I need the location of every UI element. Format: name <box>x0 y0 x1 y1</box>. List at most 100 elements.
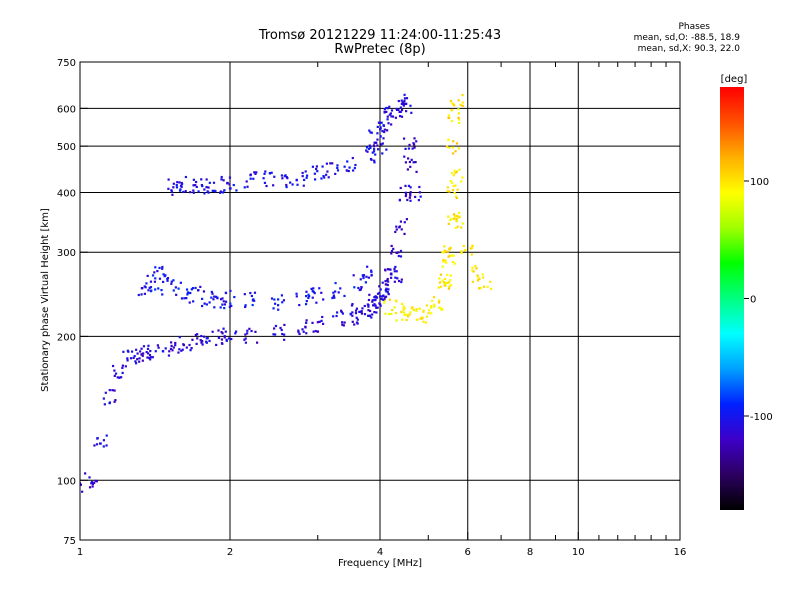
data-point <box>351 314 354 317</box>
data-point <box>386 291 390 294</box>
data-point <box>148 356 151 360</box>
y-axis-label: Stationary phase Virtual Height [km] <box>40 208 51 392</box>
data-point <box>205 337 208 340</box>
data-point <box>337 291 340 294</box>
data-point <box>450 284 453 287</box>
data-point <box>321 315 324 319</box>
x-axis-label: Frequency [MHz] <box>338 558 422 569</box>
data-point <box>140 347 143 350</box>
data-point <box>402 137 406 140</box>
y-tick-label: 600 <box>57 104 76 115</box>
data-point <box>255 171 258 174</box>
data-point <box>376 306 379 309</box>
data-point <box>320 319 323 322</box>
data-point <box>192 300 195 303</box>
data-point <box>365 146 369 149</box>
data-point <box>405 97 409 100</box>
data-point <box>393 267 396 270</box>
data-point <box>452 213 456 216</box>
data-point <box>386 129 389 132</box>
data-point <box>363 313 367 316</box>
data-point <box>379 295 382 298</box>
data-point <box>207 191 210 194</box>
data-point <box>304 325 307 328</box>
data-point <box>184 175 188 179</box>
data-point <box>390 123 393 126</box>
data-point <box>315 167 318 171</box>
data-point <box>413 137 416 140</box>
data-point <box>277 304 280 307</box>
data-point <box>355 316 358 319</box>
data-point <box>246 185 249 188</box>
data-point <box>375 296 379 299</box>
data-point <box>356 322 359 325</box>
data-point <box>409 186 412 189</box>
data-point <box>356 318 359 321</box>
data-point <box>383 297 386 300</box>
data-point <box>412 142 415 145</box>
data-point <box>316 330 319 333</box>
data-point <box>383 110 386 113</box>
data-point <box>395 319 398 322</box>
data-point <box>332 294 335 297</box>
data-point <box>479 286 482 290</box>
data-point <box>430 312 433 315</box>
data-point <box>243 293 246 296</box>
data-point <box>471 266 474 269</box>
data-point <box>355 307 359 310</box>
data-point <box>360 312 364 315</box>
data-point <box>386 107 389 110</box>
data-point <box>412 161 415 164</box>
data-point <box>377 121 381 124</box>
data-point <box>172 186 175 189</box>
data-point <box>248 327 251 330</box>
colorbar-ticks: 100 0 -100 <box>744 177 773 423</box>
data-point <box>460 250 463 253</box>
data-point <box>121 371 124 375</box>
data-point <box>135 348 138 351</box>
data-point <box>476 275 479 279</box>
data-point <box>244 333 247 336</box>
data-point <box>246 329 249 332</box>
data-point <box>446 190 449 193</box>
data-point <box>409 311 412 314</box>
data-point <box>437 301 441 304</box>
data-point <box>141 354 144 357</box>
data-point <box>371 313 374 316</box>
data-point <box>427 312 430 315</box>
data-point <box>311 321 314 325</box>
data-point <box>449 99 453 103</box>
data-point <box>454 195 458 198</box>
data-point <box>382 124 386 127</box>
data-point <box>378 291 381 294</box>
data-point <box>430 305 433 308</box>
data-point <box>455 196 458 200</box>
data-point <box>461 222 464 225</box>
data-point <box>111 389 114 392</box>
data-point <box>447 222 450 225</box>
data-point <box>422 320 425 323</box>
data-point <box>316 170 319 173</box>
data-point <box>336 311 339 314</box>
data-point <box>90 482 93 485</box>
data-point <box>402 307 406 310</box>
data-point <box>400 108 404 112</box>
data-point <box>360 310 363 313</box>
data-point <box>418 307 422 310</box>
data-point <box>384 312 387 315</box>
data-point <box>454 171 457 174</box>
data-point <box>90 480 94 484</box>
data-point <box>249 291 252 295</box>
data-point <box>394 265 397 269</box>
data-point <box>373 310 376 314</box>
data-point <box>285 183 288 187</box>
data-point <box>151 356 154 359</box>
data-point <box>221 342 224 345</box>
data-point <box>372 145 376 148</box>
data-point <box>343 165 346 168</box>
data-point <box>208 301 211 304</box>
data-point <box>451 102 454 105</box>
data-point <box>437 286 440 289</box>
data-point <box>379 127 382 130</box>
data-point <box>190 288 193 291</box>
